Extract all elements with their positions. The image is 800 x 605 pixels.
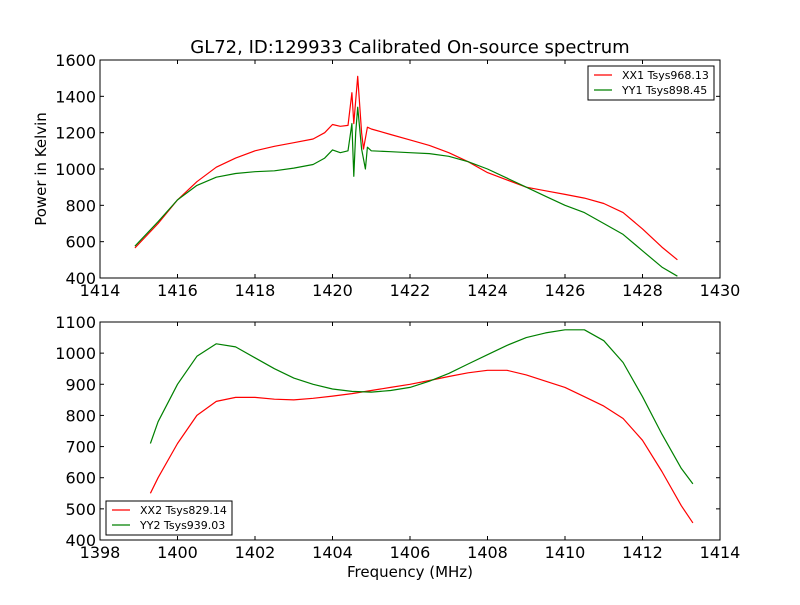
x-tick-label: 1430: [700, 281, 741, 300]
series-line-yy1: [134, 106, 678, 277]
x-tick-label: 1412: [622, 543, 663, 562]
y-tick-label: 500: [65, 500, 96, 519]
subplot-1: 1414 1416 1418 1420 1422 1424 1426 1428 1430 400 6…: [32, 37, 740, 300]
y-tick-label: 1000: [55, 344, 96, 363]
x-tick-label: 1414: [80, 281, 121, 300]
x-tick-label: 1402: [235, 543, 276, 562]
x-tick-label: 1422: [390, 281, 431, 300]
y-tick-label: 800: [65, 196, 96, 215]
y-tick-label: 1200: [55, 124, 96, 143]
y-tick-label: 400: [65, 269, 96, 288]
legend-box: [587, 65, 715, 101]
y-axis-label: Power in Kelvin: [32, 112, 50, 226]
chart-title: GL72, ID:129933 Calibrated On-source spe…: [190, 37, 629, 58]
legend-box: [105, 500, 233, 536]
legend-label: YY2 Tsys939.03: [139, 519, 225, 532]
legend-label: YY1 Tsys898.45: [621, 84, 707, 97]
y-tick-label: 700: [65, 438, 96, 457]
x-tick-label: 1420: [312, 281, 353, 300]
x-tick-label: 1406: [390, 543, 431, 562]
subplot-2: 1398 1400 1402 1404 1406 1408 1410 1412 1414 400 5…: [55, 313, 740, 581]
x-tick-label: 1424: [467, 281, 508, 300]
y-tick-label: 1000: [55, 160, 96, 179]
x-tick-label: 1416: [157, 281, 198, 300]
x-tick-label: 1408: [467, 543, 508, 562]
y-tick-label: 400: [65, 531, 96, 550]
y-tick-label: 600: [65, 469, 96, 488]
y-tick-label: 900: [65, 375, 96, 394]
y-tick-label: 1600: [55, 51, 96, 70]
series-line-xx1: [134, 75, 678, 261]
legend-label: XX2 Tsys829.14: [140, 504, 227, 517]
y-tick-label: 800: [65, 406, 96, 425]
legend: XX1 Tsys968.13 YY1 Tsys898.45: [587, 65, 715, 101]
series-line-yy2: [149, 329, 694, 485]
x-tick-label: 1426: [545, 281, 586, 300]
series-line-xx2: [149, 369, 694, 524]
y-tick-label: 1100: [55, 313, 96, 332]
x-tick-label: 1398: [80, 543, 121, 562]
legend: XX2 Tsys829.14 YY2 Tsys939.03: [105, 500, 233, 536]
x-tick-label: 1400: [157, 543, 198, 562]
x-tick-label: 1410: [545, 543, 586, 562]
y-tick-label: 600: [65, 233, 96, 252]
x-tick-label: 1404: [312, 543, 353, 562]
x-tick-label: 1428: [622, 281, 663, 300]
legend-label: XX1 Tsys968.13: [622, 69, 709, 82]
x-tick-label: 1414: [700, 543, 741, 562]
x-axis-label: Frequency (MHz): [347, 563, 473, 581]
x-tick-label: 1418: [235, 281, 276, 300]
y-tick-label: 1400: [55, 87, 96, 106]
